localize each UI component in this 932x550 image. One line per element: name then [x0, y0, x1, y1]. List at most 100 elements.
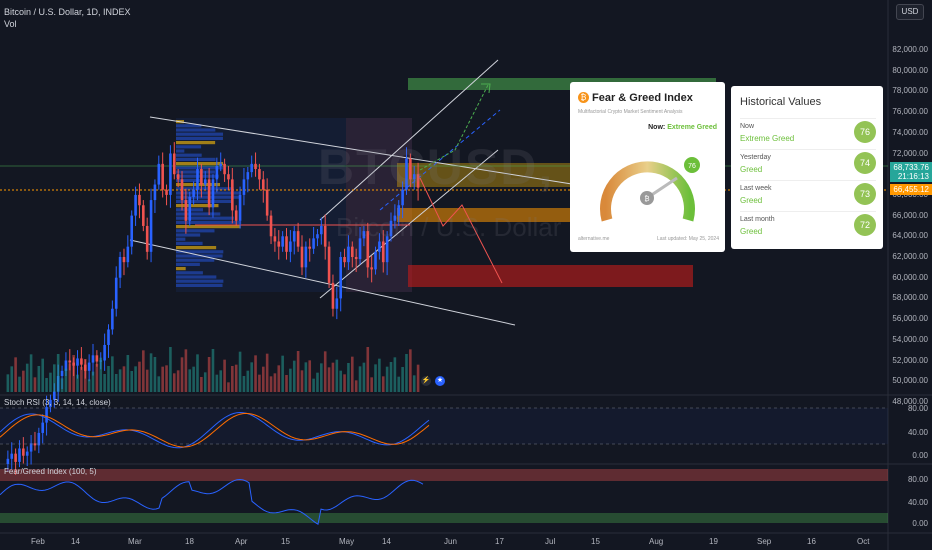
candle-body — [304, 246, 308, 268]
candle-body — [354, 257, 358, 260]
historical-row-label: Yesterday — [740, 154, 771, 161]
volume-bar — [176, 370, 180, 392]
fg-gauge: ₿ 76 — [600, 157, 700, 222]
zone-red — [408, 265, 693, 287]
volume-profile-bar — [176, 124, 202, 128]
volume-bar — [196, 354, 199, 392]
candle-body — [176, 174, 180, 180]
candle-body — [6, 458, 10, 464]
candle-body — [219, 163, 223, 166]
candle-body — [172, 153, 176, 175]
volume-bar — [362, 362, 366, 392]
volume-profile-bar — [176, 136, 223, 140]
candle-body — [231, 179, 234, 211]
candle-body — [87, 362, 91, 371]
time-axis-label: Sep — [757, 537, 772, 546]
currency-button[interactable]: USD — [896, 4, 924, 20]
volume-profile-bar — [176, 279, 224, 283]
time-axis-label: Oct — [857, 537, 870, 546]
fear-greed-indicator-label[interactable]: Fear/Greed Index (100, 5) — [4, 467, 97, 476]
fg-tick-80: 80.00 — [907, 475, 928, 484]
candle-body — [265, 189, 269, 216]
volume-bar — [354, 380, 358, 392]
candle-body — [165, 189, 168, 195]
candle-body — [103, 344, 106, 361]
volume-bar — [327, 367, 331, 392]
volume-bar — [118, 369, 122, 392]
candle-body — [45, 407, 48, 423]
flag-icon[interactable]: ★ — [435, 376, 445, 386]
candle-body — [405, 158, 408, 190]
candle-body — [416, 174, 420, 188]
candle-body — [126, 246, 130, 263]
volume-bar — [277, 365, 281, 392]
volume-profile-bar — [176, 128, 216, 132]
flash-icon[interactable]: ⚡ — [421, 376, 431, 386]
price-axis-label: 60,000.00 — [892, 272, 928, 282]
volume-bar — [401, 367, 404, 392]
volume-bar — [405, 354, 408, 392]
volume-bar — [347, 363, 350, 392]
volume-bar — [366, 347, 370, 392]
volume-bar — [64, 368, 68, 392]
candle-body — [381, 241, 385, 263]
historical-row: Now Extreme Greed 76 — [740, 118, 876, 149]
volume-bar — [203, 372, 207, 392]
volume-profile-bar — [176, 178, 203, 182]
zone-orange — [397, 208, 575, 222]
volume-profile-bar — [176, 233, 201, 237]
price-axis-label: 82,000.00 — [892, 45, 928, 54]
candle-body — [118, 257, 122, 278]
candle-body — [53, 391, 56, 400]
volume-bar — [10, 366, 14, 392]
candle-body — [122, 257, 126, 263]
volume-bar — [370, 377, 373, 392]
price-axis-label: 52,000.00 — [892, 355, 928, 365]
candle-body — [412, 174, 416, 180]
volume-profile-bar — [176, 170, 215, 174]
volume-bar — [111, 356, 114, 392]
volume-bar — [165, 365, 168, 392]
volume-bar — [250, 362, 253, 392]
candle-body — [196, 169, 199, 190]
volume-bar — [56, 354, 60, 392]
candle-body — [409, 158, 412, 180]
volume-bar — [45, 378, 48, 392]
candle-body — [362, 231, 366, 239]
volume-profile-bar — [176, 254, 223, 258]
volume-profile-bar — [176, 246, 217, 250]
time-axis-label: 16 — [807, 537, 816, 546]
volume-bar — [91, 371, 95, 392]
price-axis-label: 80,000.00 — [892, 65, 928, 75]
candle-body — [60, 370, 64, 377]
candle-body — [358, 238, 362, 260]
price-axis-label: 50,000.00 — [892, 376, 928, 386]
stoch-tick-80: 80.00 — [907, 404, 928, 413]
volume-bar — [234, 364, 238, 392]
candle-body — [203, 179, 207, 185]
volume-bar — [308, 360, 312, 392]
volume-bar — [149, 353, 153, 392]
candle-body — [169, 153, 172, 195]
candle-body — [374, 251, 377, 270]
candle-body — [370, 267, 373, 270]
volume-profile-bar — [176, 220, 242, 224]
volume-bar — [169, 347, 172, 392]
candle-body — [312, 238, 315, 249]
historical-values-widget: Historical Values Now Extreme Greed 76 Yest… — [731, 86, 883, 249]
volume-bar — [242, 376, 246, 392]
volume-bar — [80, 367, 83, 392]
volume-bar — [320, 363, 323, 392]
candle-body — [273, 236, 277, 242]
stoch-rsi-label[interactable]: Stoch RSI (3, 3, 14, 14, close) — [4, 398, 111, 407]
volume-bar — [416, 364, 420, 392]
candle-body — [157, 163, 161, 185]
historical-title: Historical Values — [740, 96, 822, 108]
volume-bar — [103, 374, 106, 392]
volume-profile-bar — [176, 162, 224, 166]
historical-row: Yesterday Greed 74 — [740, 149, 876, 180]
volume-profile-bar — [176, 145, 202, 149]
candle-body — [258, 169, 261, 180]
volume-profile-bar — [176, 212, 221, 216]
